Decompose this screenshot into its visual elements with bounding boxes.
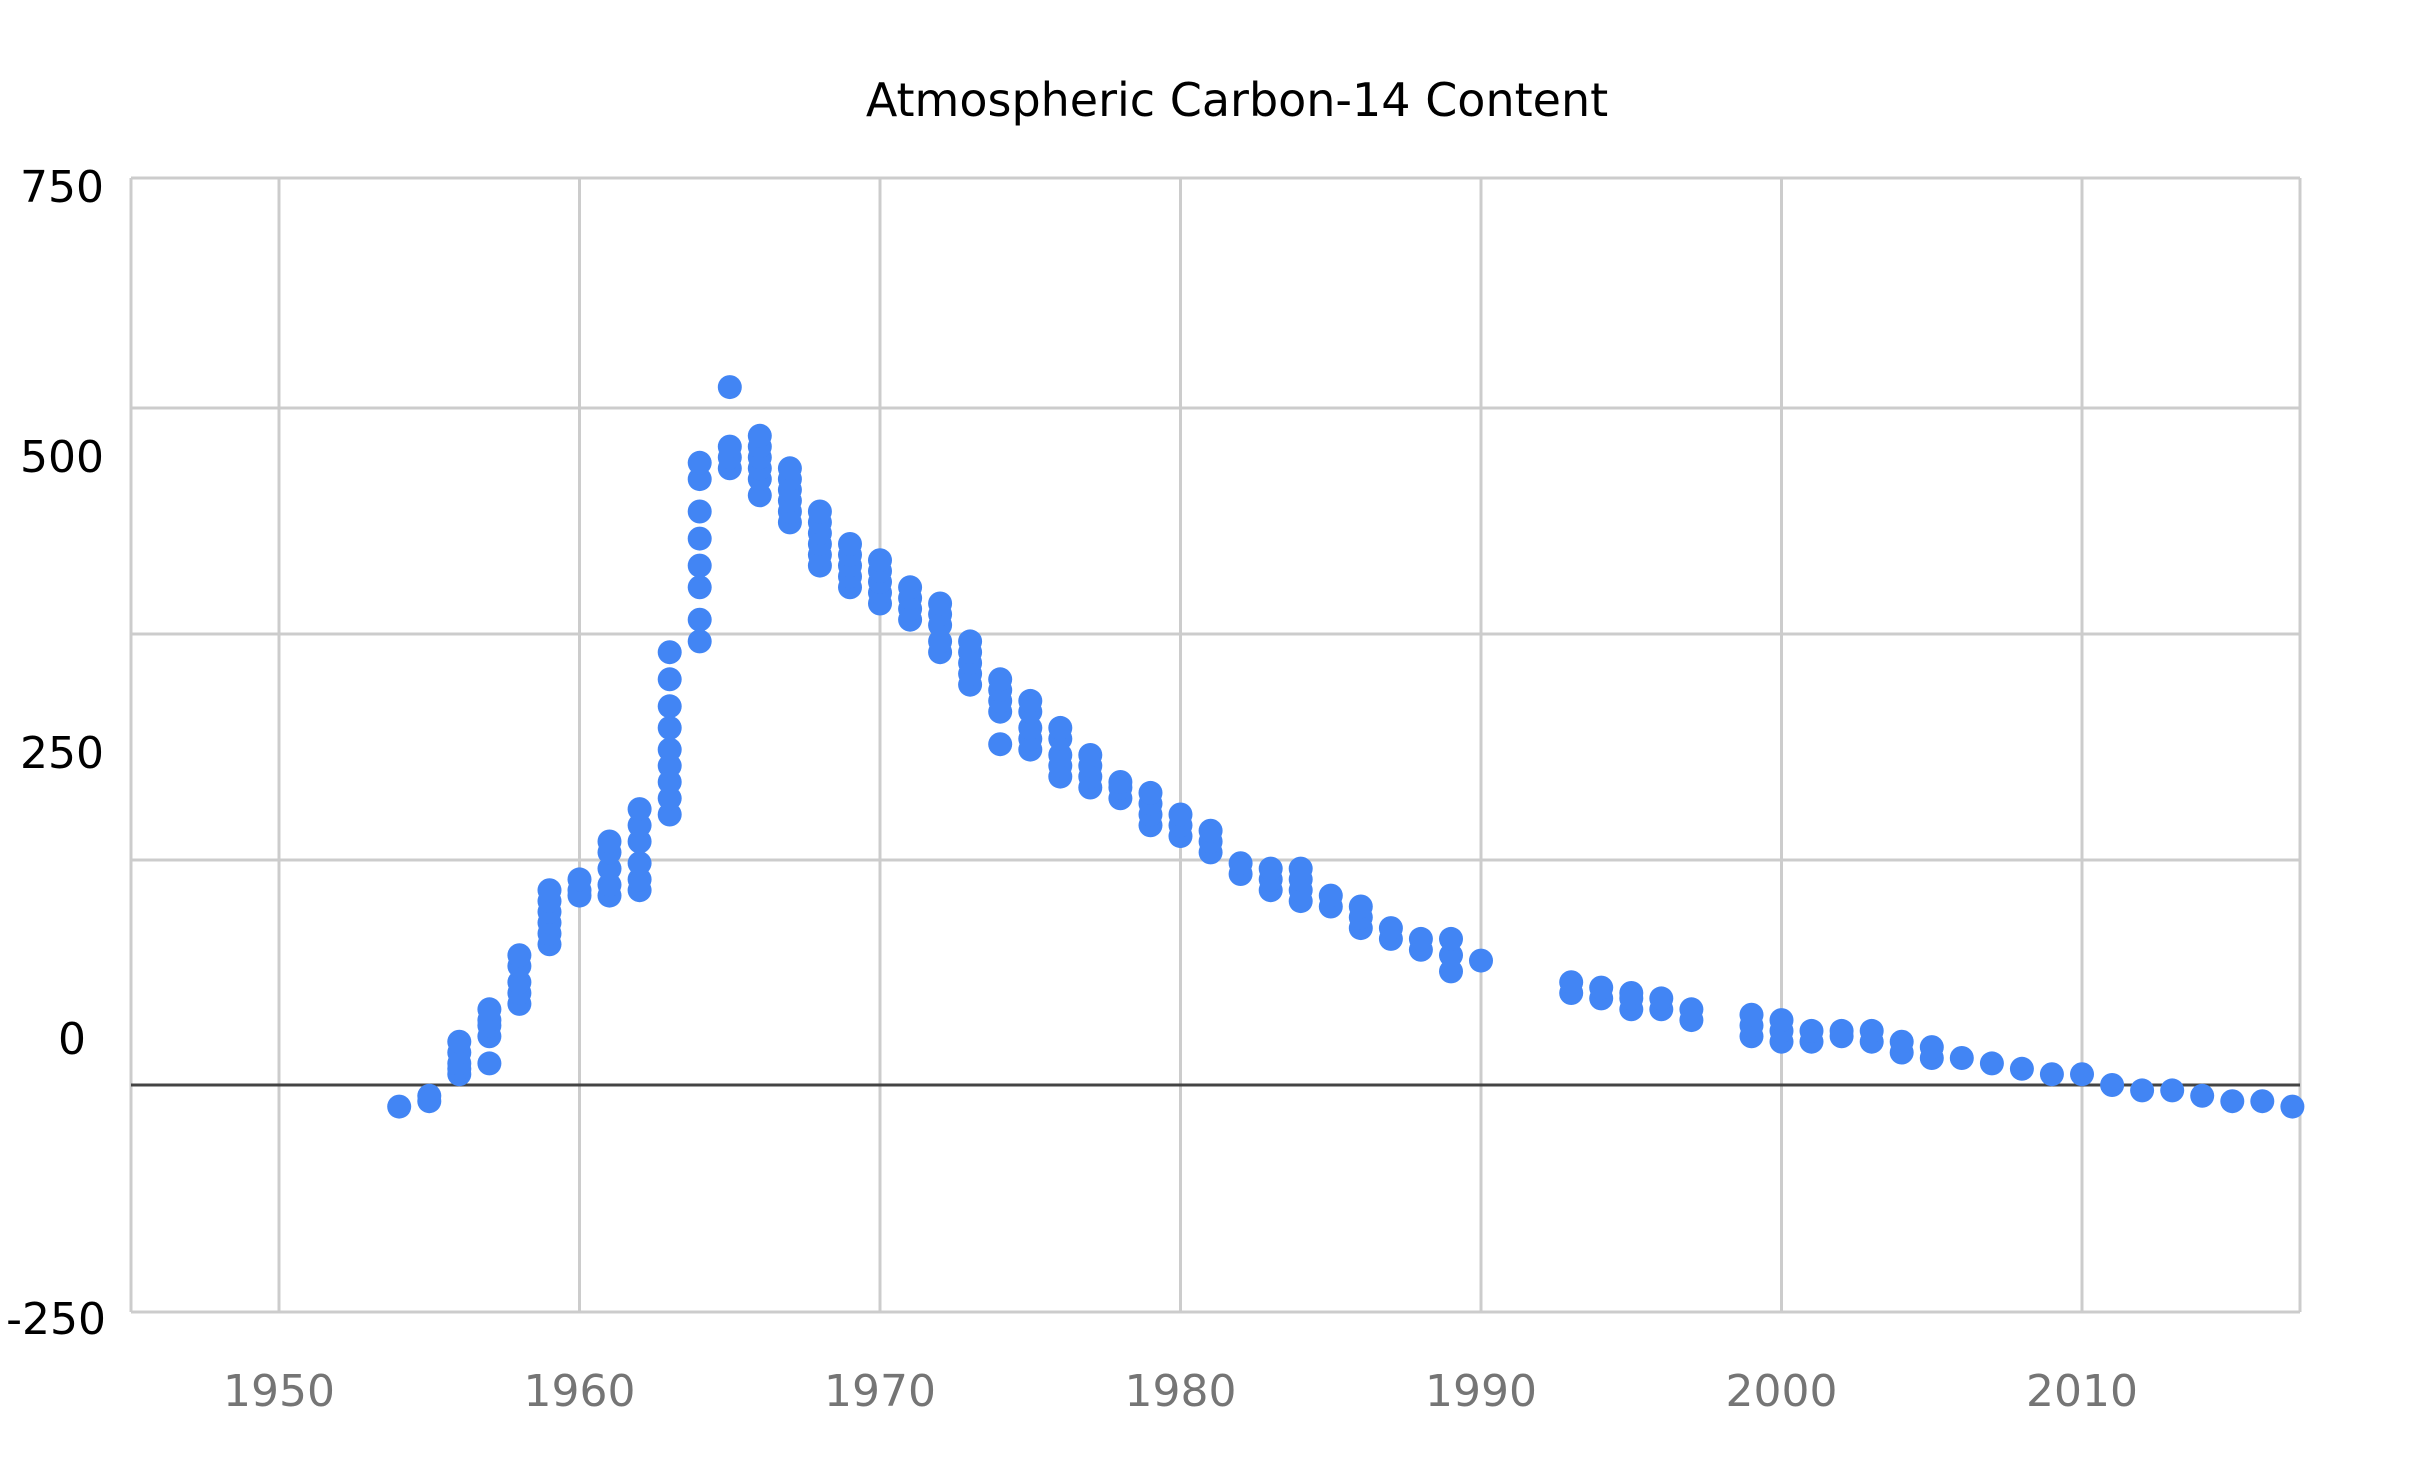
- x-tick-label: 1990: [1425, 1366, 1537, 1417]
- data-point: [1078, 743, 1103, 767]
- y-axis-ticks: 750 500 250 0 -250: [6, 162, 106, 1345]
- data-point: [1348, 894, 1373, 919]
- data-point: [2220, 1089, 2245, 1114]
- data-point: [1228, 851, 1253, 876]
- x-tick-label: 2000: [1726, 1366, 1838, 1417]
- data-point: [1198, 818, 1223, 843]
- data-point: [1919, 1035, 1944, 1060]
- x-tick-label: 1950: [223, 1366, 335, 1417]
- data-point: [928, 591, 953, 616]
- data-point: [1318, 883, 1343, 908]
- x-tick-label: 1960: [524, 1366, 636, 1417]
- data-point: [2250, 1089, 2275, 1114]
- data-point: [747, 423, 772, 448]
- data-point: [1378, 916, 1403, 941]
- data-point: [687, 629, 712, 654]
- data-point: [838, 532, 862, 556]
- y-tick-label: 0: [58, 1014, 86, 1065]
- data-point: [898, 575, 923, 600]
- data-point: [657, 667, 682, 692]
- data-point: [717, 434, 742, 459]
- data-point: [1408, 926, 1433, 951]
- data-point: [657, 715, 682, 740]
- chart-title: Atmospheric Carbon-14 Content: [866, 73, 1608, 127]
- data-point: [657, 694, 682, 719]
- data-point: [2190, 1083, 2215, 1108]
- data-point: [687, 450, 712, 475]
- x-axis-ticks: 1950 1960 1970 1980 1990 2000 2010: [223, 1366, 2138, 1417]
- data-point: [2039, 1062, 2064, 1087]
- data-point: [1799, 1018, 1824, 1043]
- data-point: [1559, 970, 1584, 995]
- data-point: [657, 640, 682, 665]
- data-point: [2280, 1094, 2305, 1119]
- data-point: [1769, 1008, 1794, 1033]
- data-point: [1439, 926, 1463, 951]
- data-point: [477, 997, 502, 1022]
- data-point: [1829, 1018, 1854, 1043]
- y-tick-label: -250: [6, 1294, 106, 1345]
- data-point: [1649, 986, 1674, 1011]
- data-point: [1589, 975, 1614, 1000]
- y-tick-label: 250: [20, 728, 104, 779]
- grid-lines: [129, 176, 2302, 1314]
- data-point: [1979, 1051, 2004, 1076]
- data-point: [1469, 948, 1493, 973]
- data-point: [988, 732, 1013, 757]
- data-point: [387, 1094, 412, 1119]
- data-points: [387, 375, 2305, 1119]
- data-point: [1739, 1002, 1764, 1027]
- data-point: [2160, 1078, 2185, 1103]
- data-point: [687, 607, 712, 632]
- data-point: [717, 375, 742, 400]
- data-point: [537, 878, 562, 903]
- x-tick-label: 1970: [824, 1366, 936, 1417]
- data-point: [447, 1029, 472, 1054]
- data-point: [417, 1089, 442, 1114]
- data-point: [687, 575, 712, 600]
- data-point: [597, 829, 622, 854]
- data-point: [2009, 1056, 2034, 1081]
- data-point: [807, 499, 832, 524]
- data-point: [477, 1051, 502, 1076]
- data-point: [958, 629, 983, 654]
- data-point: [1949, 1046, 1974, 1070]
- data-point: [567, 867, 592, 892]
- data-point: [1859, 1018, 1884, 1043]
- data-point: [657, 737, 682, 762]
- data-point: [1048, 715, 1073, 740]
- data-point: [2100, 1073, 2125, 1097]
- y-tick-label: 500: [20, 432, 104, 483]
- data-point: [1679, 997, 1704, 1022]
- y-tick-label: 750: [20, 162, 104, 213]
- data-point: [1168, 802, 1193, 827]
- data-point: [1889, 1029, 1914, 1054]
- data-point: [687, 526, 712, 551]
- data-point: [687, 499, 712, 524]
- data-point: [507, 943, 532, 968]
- data-point: [687, 553, 712, 578]
- data-point: [2130, 1078, 2155, 1103]
- data-point: [627, 797, 652, 822]
- x-tick-label: 2010: [2026, 1366, 2138, 1417]
- data-point: [1108, 770, 1133, 794]
- data-point: [1018, 688, 1043, 713]
- data-point: [1258, 856, 1283, 881]
- x-tick-label: 1980: [1125, 1366, 1237, 1417]
- data-point: [627, 851, 652, 876]
- data-point: [1619, 981, 1644, 1005]
- data-point: [988, 667, 1013, 692]
- data-point: [777, 456, 802, 481]
- data-point: [868, 548, 892, 573]
- data-point: [1288, 856, 1313, 881]
- data-point: [1138, 780, 1163, 805]
- data-point: [2070, 1062, 2094, 1087]
